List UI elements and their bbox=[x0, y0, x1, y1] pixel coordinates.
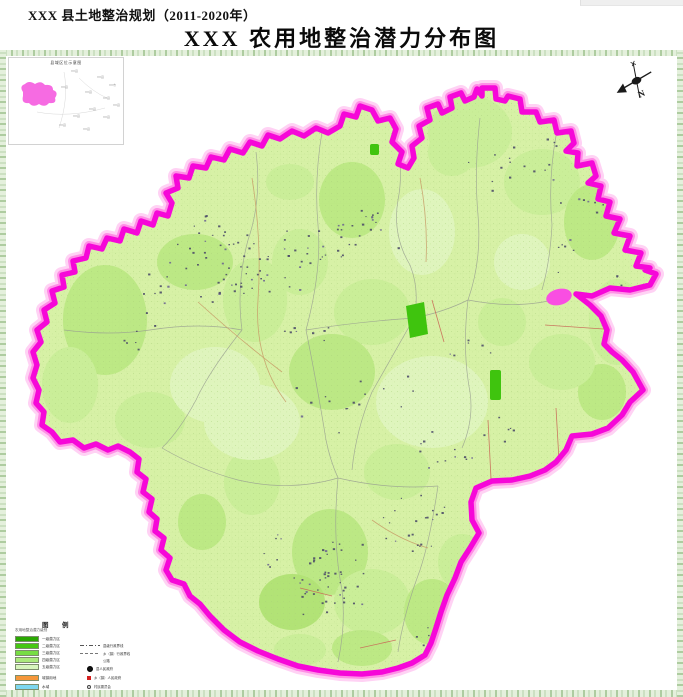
frame-border-top bbox=[0, 50, 683, 56]
legend-class-row: 四级潜力区 bbox=[15, 657, 60, 664]
legend-symbol-label: 乡（镇）人民政府 bbox=[94, 676, 122, 681]
legend-color-swatch bbox=[15, 650, 39, 656]
legend-color-swatch bbox=[15, 664, 39, 670]
inset-map-graphic bbox=[21, 71, 108, 129]
inset-neighbor-label: XX县 bbox=[103, 115, 111, 119]
inset-neighbor-label: XX县 bbox=[61, 85, 69, 89]
legend-header-char1: 图 bbox=[42, 622, 49, 629]
inset-locator-map: 县域区位示意图 XX县 XX县 XX市 XX县 XX县 XX县 XX县 XX县 XX县 XX县 XX… bbox=[8, 57, 124, 145]
high-potential-patches bbox=[370, 144, 501, 400]
legend-class-label: 二级潜力区 bbox=[42, 644, 60, 648]
inset-neighbor-label: XX县 bbox=[89, 107, 97, 111]
inset-title: 县域区位示意图 bbox=[50, 60, 82, 65]
legend-symbol-label: 村民委员会 bbox=[94, 685, 111, 690]
legend-class-row: 三级潜力区 bbox=[15, 650, 60, 657]
legend-color-swatch bbox=[15, 684, 39, 690]
inset-neighbor-label: XX县 bbox=[71, 69, 79, 73]
legend-class-row: 一级潜力区 bbox=[15, 636, 60, 643]
legend-class-label: 水域 bbox=[42, 685, 50, 689]
legend-color-swatch bbox=[15, 643, 39, 649]
boundary-enclave bbox=[546, 288, 572, 306]
legend-class-label: 五级潜力区 bbox=[42, 665, 60, 669]
inset-neighbor-label: XX县 bbox=[83, 127, 91, 131]
legend-symbol-row: 公路 bbox=[80, 652, 110, 663]
inset-neighbor-label: XX县 bbox=[113, 103, 121, 107]
inset-neighbor-label: XX县 bbox=[85, 90, 93, 94]
legend-symbol-row: 县级行政界线 bbox=[80, 637, 123, 648]
township-boundaries bbox=[63, 117, 561, 663]
legend-class-row: 五级潜力区 bbox=[15, 664, 60, 671]
village-dots bbox=[123, 117, 632, 647]
legend-section-title: 农用地整治潜力级别 bbox=[15, 628, 48, 632]
legend-class-row: 城镇用地 bbox=[15, 675, 56, 682]
legend-symbol-dot-ring bbox=[87, 684, 91, 689]
legend-class-label: 城镇用地 bbox=[42, 676, 57, 680]
legend-color-swatch bbox=[15, 675, 39, 681]
legend-symbol-row: 乡（镇）人民政府 bbox=[80, 669, 121, 680]
legend-class-label: 四级潜力区 bbox=[42, 658, 60, 662]
legend-class-row: 二级潜力区 bbox=[15, 643, 60, 650]
inset-neighbor-label: XX县 bbox=[97, 75, 105, 79]
map-title: XXX 农用地整治潜力分布图 bbox=[183, 26, 500, 51]
legend-symbol-label: 县人民政府 bbox=[96, 667, 113, 672]
frame-border-left bbox=[0, 50, 6, 697]
inset-neighbor-label: XX市 bbox=[109, 83, 117, 87]
legend-symbol-dashed-line bbox=[80, 653, 100, 655]
legend-symbol-dashdot-line bbox=[80, 645, 100, 647]
north-arrow-icon: N bbox=[612, 58, 660, 106]
inset-neighbor-label: XX县 bbox=[103, 96, 111, 100]
legend-class-label: 三级潜力区 bbox=[42, 651, 60, 655]
roads-minor bbox=[197, 177, 429, 549]
inset-boundaries bbox=[36, 71, 108, 129]
legend-symbol-label: 乡（镇）行政界线 bbox=[103, 652, 131, 657]
window-edge-artifact bbox=[580, 0, 683, 6]
legend-symbol-row: 县人民政府 bbox=[80, 660, 113, 672]
legend-symbol-square bbox=[87, 675, 91, 680]
legend-color-swatch bbox=[15, 657, 39, 663]
inset-neighbor-label: XX县 bbox=[73, 114, 81, 118]
legend: 图 例 农用地整治潜力级别 一级潜力区二级潜力区三级潜力区四级潜力区五级潜力区城… bbox=[14, 614, 184, 694]
inset-neighbor-label: XX县 bbox=[59, 123, 67, 127]
frame-border-bottom bbox=[0, 690, 683, 697]
legend-symbol-dot-filled bbox=[87, 665, 93, 672]
plan-subtitle: XXX 县土地整治规划（2011-2020年） bbox=[28, 8, 257, 23]
legend-symbol-label: 公路 bbox=[103, 659, 110, 664]
legend-class-label: 一级潜力区 bbox=[42, 637, 60, 641]
legend-color-swatch bbox=[15, 636, 39, 642]
frame-border-right bbox=[677, 50, 683, 697]
legend-symbol-row: 村民委员会 bbox=[80, 678, 111, 689]
legend-header-char2: 例 bbox=[62, 622, 69, 629]
legend-symbol-label: 县级行政界线 bbox=[103, 644, 124, 649]
county-highlight bbox=[21, 82, 57, 106]
legend-class-row: 水域 bbox=[15, 684, 49, 691]
legend-symbol-row: 乡（镇）行政界线 bbox=[80, 645, 130, 656]
compass-n-label: N bbox=[637, 88, 647, 100]
